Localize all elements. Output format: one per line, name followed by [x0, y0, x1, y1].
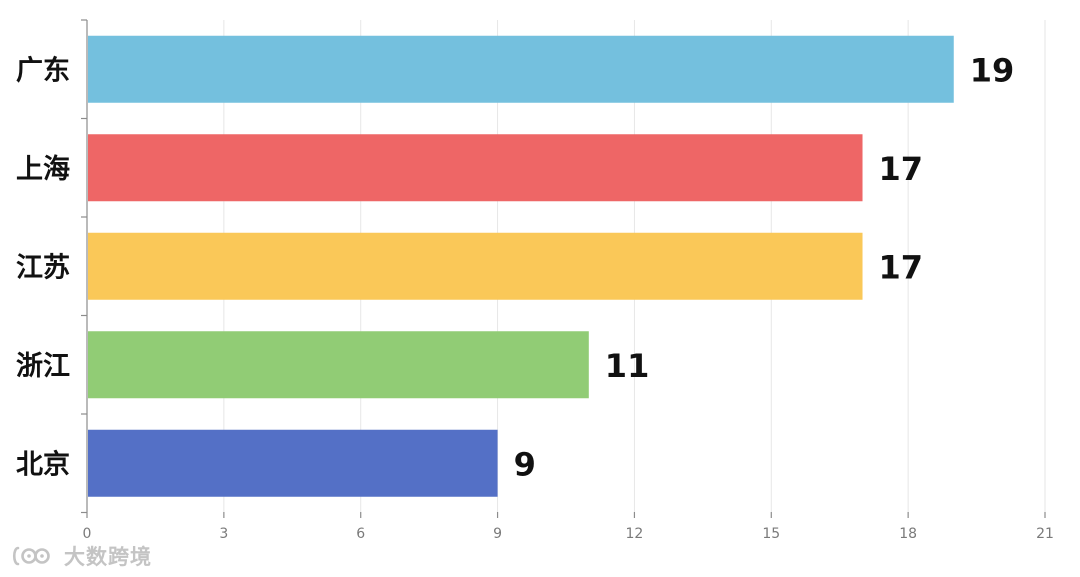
watermark: 大数跨境 — [12, 542, 152, 570]
bar — [88, 134, 863, 202]
data-label: 11 — [605, 347, 650, 385]
x-tick-label: 12 — [626, 526, 644, 542]
x-tick-label: 0 — [83, 526, 92, 542]
bar — [88, 331, 589, 399]
x-tick-label: 18 — [899, 526, 917, 542]
watermark-text: 大数跨境 — [64, 545, 152, 569]
y-category-label: 北京 — [16, 448, 70, 480]
bar — [88, 429, 498, 497]
y-category-label: 浙江 — [16, 351, 70, 382]
labels: 0 3 6 9 12 15 18 21 广东 19 上海 17 江苏 17 浙江 11 北京 9 — [16, 51, 1054, 542]
x-tick-label: 21 — [1036, 526, 1054, 542]
axes — [81, 19, 1046, 518]
data-label: 17 — [879, 248, 924, 286]
x-tick-label: 6 — [356, 526, 365, 542]
data-label: 17 — [879, 150, 924, 188]
y-category-label: 上海 — [16, 154, 70, 185]
x-tick-label: 9 — [493, 526, 502, 542]
y-category-label: 广东 — [16, 54, 70, 86]
data-label: 19 — [970, 51, 1015, 89]
bars — [88, 35, 954, 497]
x-tick-label: 15 — [762, 526, 780, 542]
bar — [88, 35, 954, 103]
data-label: 9 — [514, 445, 536, 483]
x-tick-label: 3 — [219, 526, 228, 542]
brand-logo-icon — [12, 546, 50, 566]
bar — [88, 232, 863, 300]
y-category-label: 江苏 — [16, 252, 70, 283]
